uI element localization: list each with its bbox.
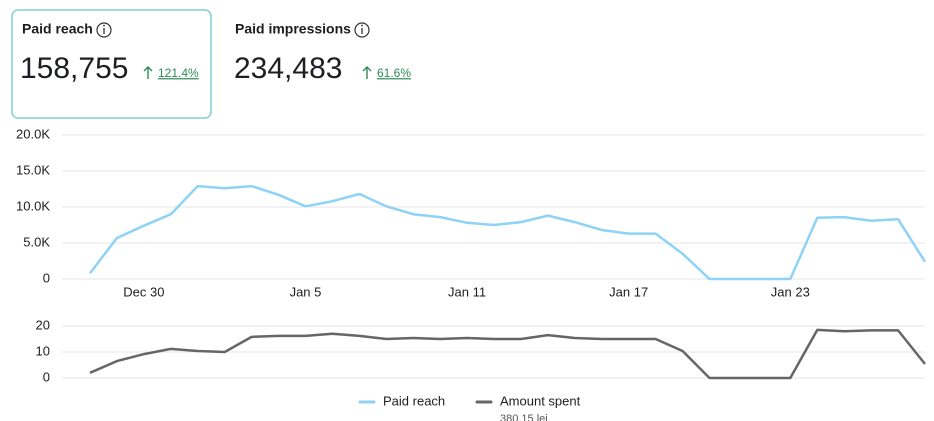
y-tick-label: 10 — [36, 343, 50, 358]
up-arrow — [143, 66, 153, 79]
y-tick-label: 10.0K — [16, 198, 50, 213]
x-tick-label: Jan 23 — [771, 284, 810, 299]
card-value: 158,755 — [20, 52, 128, 85]
up-arrow — [362, 66, 372, 79]
legend-label: Paid reach — [383, 393, 445, 408]
y-tick-label: 0 — [43, 270, 50, 285]
y-tick-label: 0 — [43, 369, 50, 384]
legend-total: 380.15 lei — [500, 413, 548, 421]
legend-label: Amount spent — [500, 393, 581, 408]
x-tick-label: Dec 30 — [123, 284, 164, 299]
card-title: Paid impressions — [235, 21, 351, 37]
y-tick-label: 20 — [36, 317, 50, 332]
info-icon — [354, 22, 370, 38]
y-tick-label: 15.0K — [16, 162, 50, 177]
info-icon — [96, 22, 112, 38]
card-change: 61.6% — [377, 66, 411, 80]
card-change: 121.4% — [158, 66, 199, 80]
x-tick-label: Jan 11 — [448, 284, 486, 299]
y-tick-label: 5.0K — [23, 234, 50, 249]
x-tick-label: Jan 17 — [609, 284, 648, 299]
card-selected[interactable] — [11, 9, 212, 119]
card-value: 234,483 — [234, 52, 342, 85]
series-line — [89, 184, 927, 281]
series-line — [89, 328, 926, 380]
card-title: Paid reach — [22, 21, 93, 37]
x-tick-label: Jan 5 — [290, 284, 322, 299]
y-tick-label: 20.0K — [16, 126, 50, 141]
